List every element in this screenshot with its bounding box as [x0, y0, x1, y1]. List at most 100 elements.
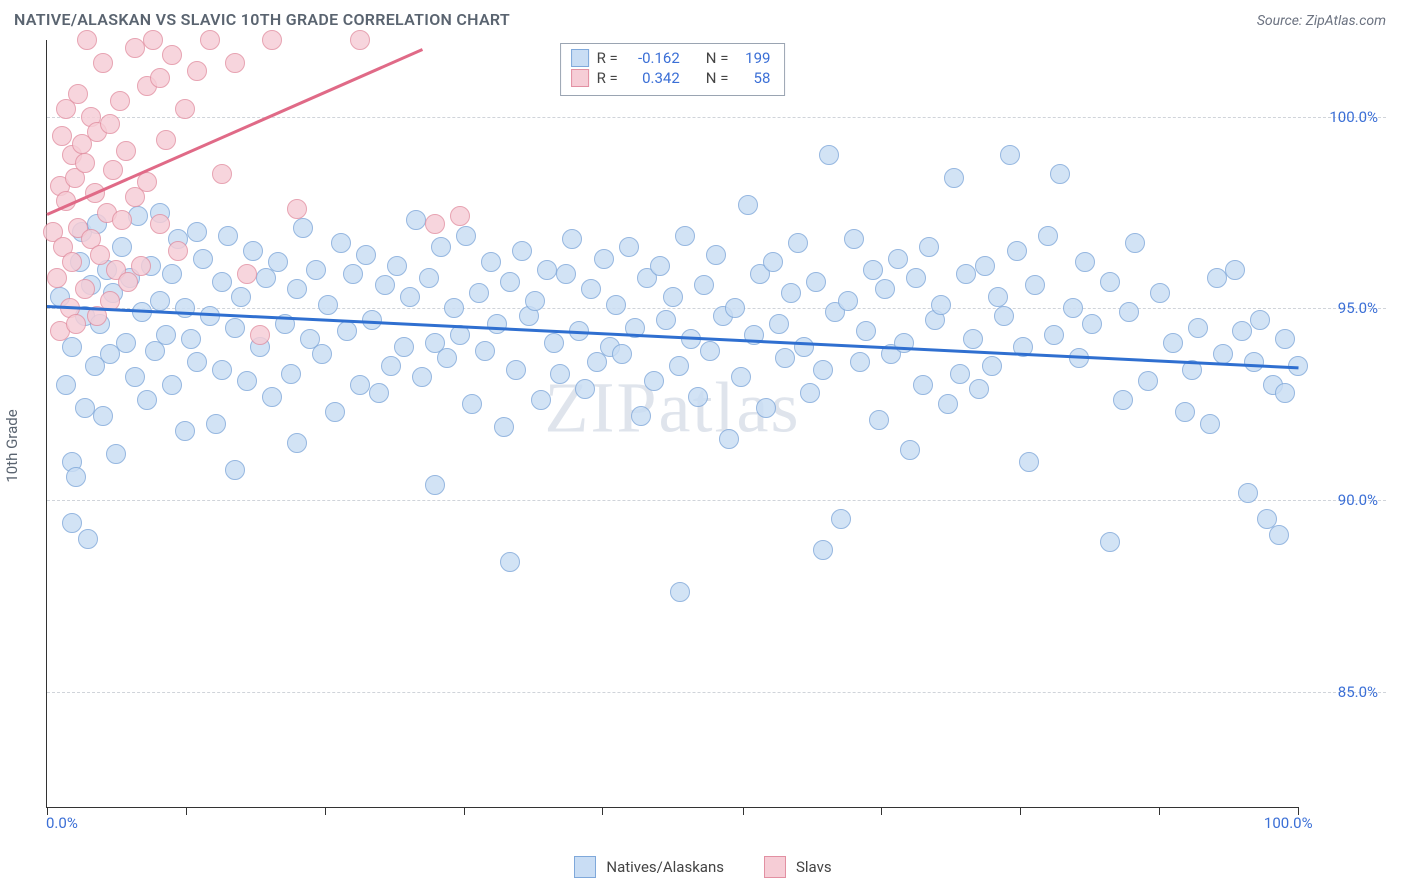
natives-point [150, 291, 170, 311]
natives-point [1225, 260, 1245, 280]
slavs-point [100, 114, 120, 134]
slavs-point [150, 214, 170, 234]
slavs-point [66, 314, 86, 334]
slavs-point [287, 199, 307, 219]
natives-point [719, 429, 739, 449]
natives-point [788, 233, 808, 253]
natives-point [888, 249, 908, 269]
slavs-point [150, 68, 170, 88]
natives-point [813, 360, 833, 380]
slavs-point [450, 206, 470, 226]
natives-point [162, 264, 182, 284]
slavs-point [77, 30, 97, 50]
natives-point [387, 256, 407, 276]
natives-point [431, 237, 451, 257]
natives-legend-label: Natives/Alaskans [606, 858, 724, 876]
gridline [47, 692, 1386, 693]
y-tick-label: 90.0% [1308, 491, 1378, 509]
natives-point [769, 314, 789, 334]
y-tick-label: 85.0% [1308, 683, 1378, 701]
natives-point [56, 375, 76, 395]
source-prefix: Source: [1257, 13, 1306, 29]
natives-point [112, 237, 132, 257]
natives-point [318, 295, 338, 315]
natives-point [982, 356, 1002, 376]
natives-point [331, 233, 351, 253]
natives-point [581, 279, 601, 299]
natives-point [481, 252, 501, 272]
natives-point [631, 406, 651, 426]
natives-point [969, 379, 989, 399]
natives-point [456, 226, 476, 246]
natives-point [500, 552, 520, 572]
natives-point [1150, 283, 1170, 303]
natives-point [62, 337, 82, 357]
natives-point [975, 256, 995, 276]
natives-point [400, 287, 420, 307]
natives-point [1238, 483, 1258, 503]
natives-point [116, 333, 136, 353]
natives-point [444, 298, 464, 318]
slavs-point [68, 84, 88, 104]
natives-point [675, 226, 695, 246]
natives-point [225, 318, 245, 338]
natives-point [137, 390, 157, 410]
natives-point [469, 283, 489, 303]
natives-point [938, 394, 958, 414]
natives-point [594, 249, 614, 269]
natives-point [956, 264, 976, 284]
natives-point [162, 375, 182, 395]
natives-point [369, 383, 389, 403]
x-axis-max-label: 100.0% [1264, 814, 1313, 832]
natives-point [412, 367, 432, 387]
slavs-point [131, 256, 151, 276]
natives-point [237, 371, 257, 391]
slavs-point [168, 241, 188, 261]
slavs-point [156, 130, 176, 150]
natives-point [738, 195, 758, 215]
natives-point [106, 444, 126, 464]
slavs-point [90, 245, 110, 265]
x-tick [325, 807, 326, 815]
natives-point [1119, 302, 1139, 322]
natives-point [994, 306, 1014, 326]
slavs-point [143, 30, 163, 50]
natives-point [487, 314, 507, 334]
natives-point [963, 329, 983, 349]
natives-point [919, 237, 939, 257]
natives-point [78, 529, 98, 549]
natives-point [506, 360, 526, 380]
slavs-point [116, 141, 136, 161]
natives-point [187, 352, 207, 372]
slavs-point [425, 214, 445, 234]
natives-point [562, 229, 582, 249]
gridline [47, 500, 1386, 501]
stat-r-label: R = [597, 48, 618, 68]
natives-point [813, 540, 833, 560]
natives-point [700, 341, 720, 361]
natives-point [869, 410, 889, 430]
natives-point [1138, 371, 1158, 391]
natives-point [268, 252, 288, 272]
natives-point [494, 417, 514, 437]
natives-point [187, 222, 207, 242]
natives-point [944, 168, 964, 188]
stat-n-value: 199 [736, 48, 770, 68]
slavs-point [62, 252, 82, 272]
x-tick [1020, 807, 1021, 815]
slavs-point [47, 268, 67, 288]
natives-point [525, 291, 545, 311]
slavs-legend-label: Slavs [796, 858, 832, 876]
plot-area: ZIPatlas R =-0.162N =199R =0.342N =58 85… [46, 40, 1298, 808]
stat-r-label: R = [597, 68, 618, 88]
natives-point [337, 321, 357, 341]
natives-point [1113, 390, 1133, 410]
natives-point [1232, 321, 1252, 341]
slavs-point [125, 38, 145, 58]
natives-point [175, 421, 195, 441]
natives-point [856, 321, 876, 341]
natives-point [437, 348, 457, 368]
natives-point [863, 260, 883, 280]
slavs-point [52, 126, 72, 146]
natives-point [406, 210, 426, 230]
